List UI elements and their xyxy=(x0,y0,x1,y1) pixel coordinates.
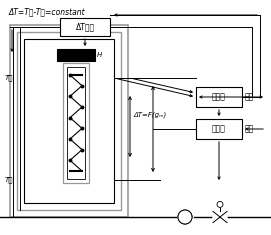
Circle shape xyxy=(178,210,192,224)
Circle shape xyxy=(178,210,192,224)
Bar xyxy=(196,119,242,139)
Text: T热: T热 xyxy=(5,75,14,81)
Circle shape xyxy=(217,201,223,208)
Text: ΔT=T热-T冷=constant: ΔT=T热-T冷=constant xyxy=(8,7,85,16)
Text: H: H xyxy=(97,52,102,58)
Polygon shape xyxy=(220,212,227,223)
Polygon shape xyxy=(213,212,220,223)
Bar xyxy=(24,39,114,203)
Text: ΔT控制: ΔT控制 xyxy=(75,23,95,31)
Bar xyxy=(63,63,89,183)
Bar xyxy=(178,209,192,224)
Text: ΔT=F(gₘ): ΔT=F(gₘ) xyxy=(133,112,166,118)
Bar xyxy=(17,32,121,210)
Bar xyxy=(67,67,85,179)
Bar xyxy=(57,49,95,61)
Text: T冷: T冷 xyxy=(5,177,14,183)
Text: 输出: 输出 xyxy=(245,93,254,102)
Bar xyxy=(60,18,110,36)
Text: 设定: 设定 xyxy=(245,125,254,133)
Text: 阀控制: 阀控制 xyxy=(212,125,226,133)
Bar xyxy=(196,87,242,107)
Text: 转换器: 转换器 xyxy=(212,93,226,102)
Bar xyxy=(10,25,128,217)
